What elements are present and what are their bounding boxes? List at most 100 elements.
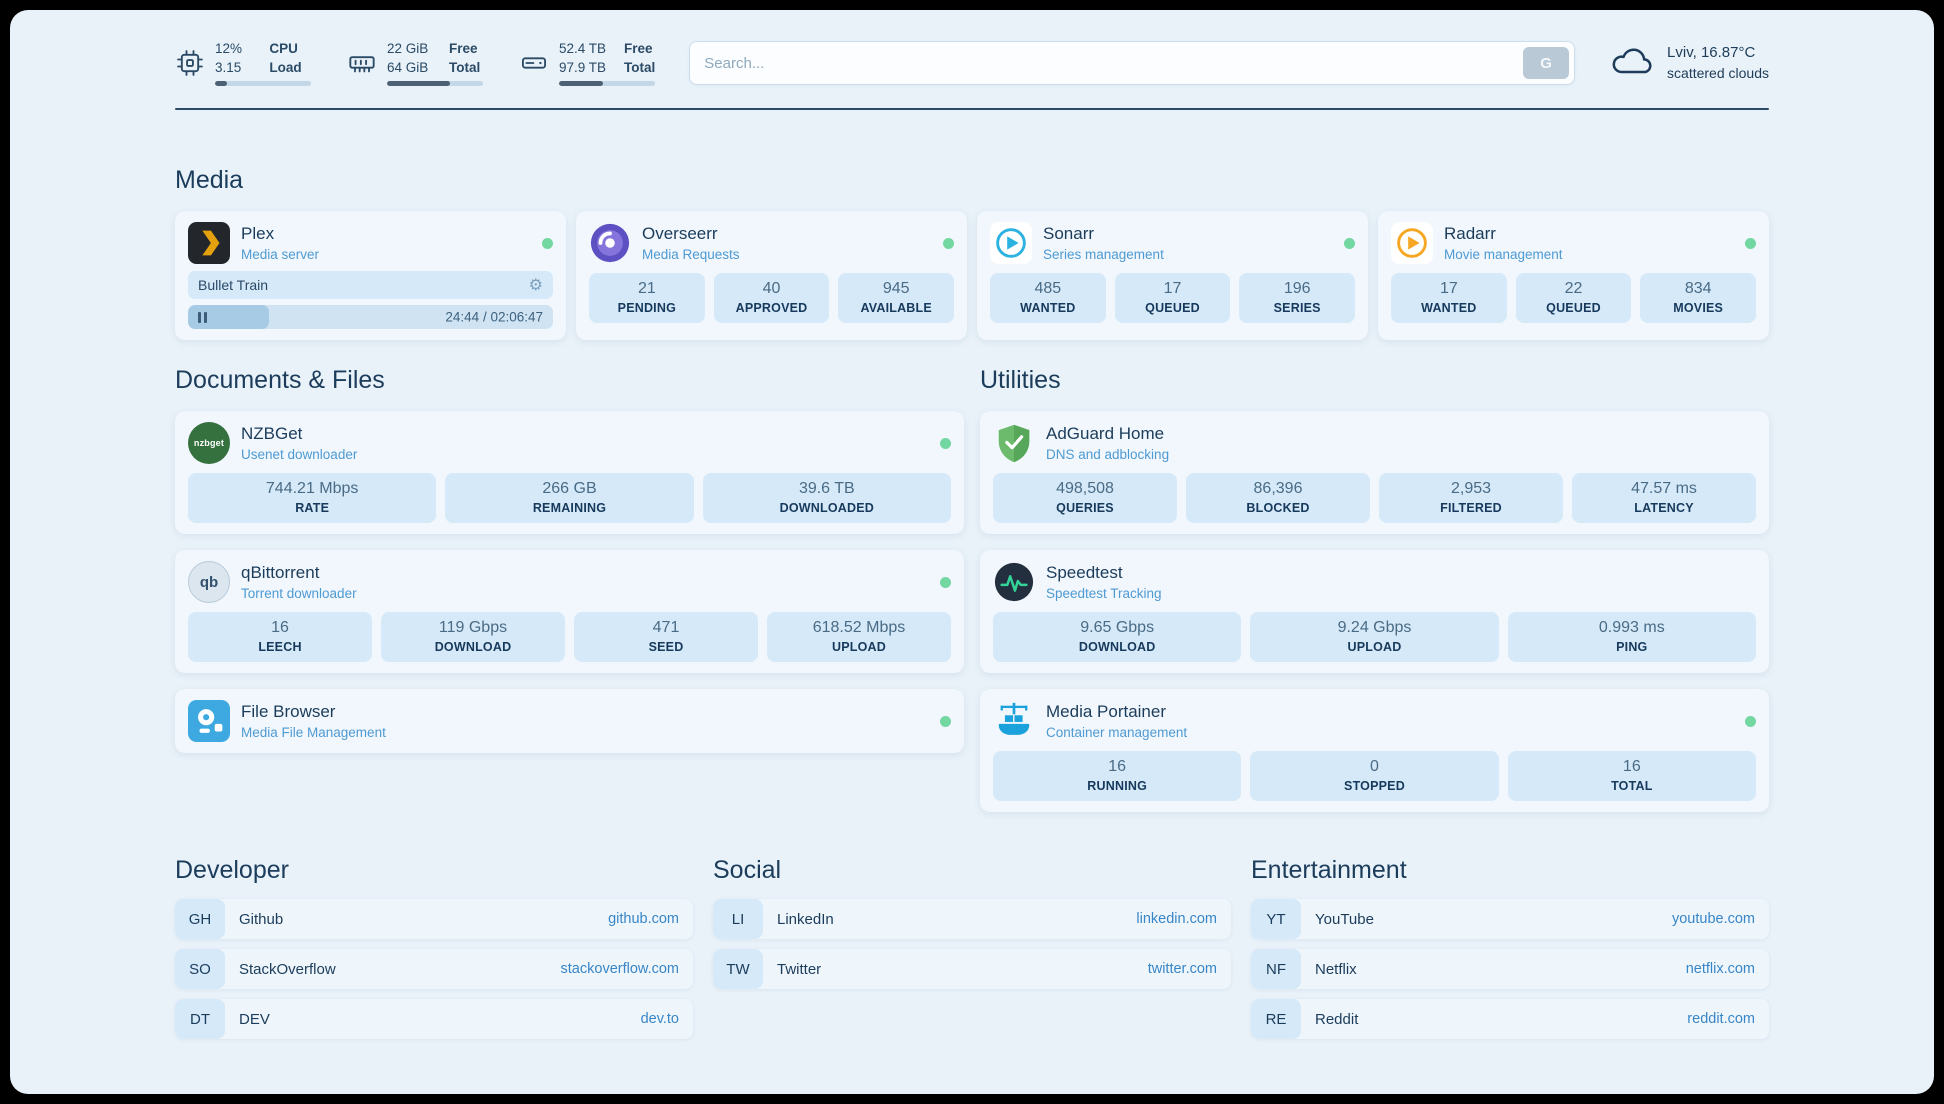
stat-label: SERIES	[1273, 301, 1321, 316]
plex-icon	[188, 222, 230, 265]
section-title-developer: Developer	[175, 856, 289, 885]
stat-label: PENDING	[617, 301, 677, 316]
search-input[interactable]	[690, 54, 1524, 72]
now-playing-bar: Bullet Train ⚙	[188, 271, 553, 300]
pause-icon[interactable]	[198, 311, 210, 323]
stat-filtered: 2,953 FILTERED	[1379, 473, 1563, 524]
bookmark-name: StackOverflow	[239, 960, 336, 978]
stat-upload: 9.24 Gbps UPLOAD	[1250, 612, 1499, 663]
service-card-radarr[interactable]: Radarr Movie management 17 WANTED 22 QUE…	[1378, 211, 1769, 341]
nzbget-icon: nzbget	[188, 422, 230, 465]
section-title-social: Social	[713, 856, 782, 885]
cpu-usage-label: CPU	[269, 41, 298, 56]
bookmark-stackoverflow[interactable]: SO StackOverflow stackoverflow.com	[175, 949, 693, 990]
disk-progress-bar	[559, 81, 656, 87]
bookmark-youtube[interactable]: YT YouTube youtube.com	[1251, 899, 1769, 940]
filebrowser-icon	[188, 700, 230, 743]
service-card-plex[interactable]: Plex Media server Bullet Train ⚙ 24:44 /…	[175, 211, 566, 341]
memory-widget: 22 GiB Free 64 GiB Total	[347, 40, 483, 87]
bookmark-group-developer: Developer GH Github github.com SO StackO…	[175, 856, 693, 1049]
bookmark-name: Github	[239, 910, 284, 928]
stat-queued: 22 QUEUED	[1515, 273, 1632, 324]
bookmark-twitter[interactable]: TW Twitter twitter.com	[713, 949, 1231, 990]
stat-available: 945 AVAILABLE	[838, 273, 955, 324]
bookmark-url: linkedin.com	[1136, 911, 1217, 928]
cpu-progress-bar	[215, 81, 311, 87]
stat-value: 9.65 Gbps	[1080, 619, 1155, 637]
service-card-portainer[interactable]: Media Portainer Container management 16 …	[980, 689, 1769, 813]
bookmark-name: YouTube	[1315, 910, 1374, 928]
stat-value: 39.6 TB	[798, 480, 855, 498]
status-dot	[1745, 237, 1756, 249]
bookmark-url: reddit.com	[1687, 1011, 1755, 1028]
cpu-progress-fill	[215, 81, 227, 87]
cpu-load-label: Load	[269, 59, 302, 75]
bookmark-abbr: GH	[175, 899, 225, 940]
stat-value: 40	[762, 280, 781, 298]
stat-label: REMAINING	[532, 501, 607, 516]
bookmark-url: youtube.com	[1671, 911, 1755, 928]
stat-label: DOWNLOADED	[779, 501, 874, 516]
section-title-entertainment: Entertainment	[1251, 856, 1407, 885]
gear-icon[interactable]: ⚙	[528, 275, 543, 295]
service-card-adguard[interactable]: AdGuard Home DNS and adblocking 498,508 …	[980, 411, 1769, 535]
stat-label: TOTAL	[1611, 779, 1653, 794]
service-name: NZBGet	[241, 424, 303, 444]
service-card-filebrowser[interactable]: File Browser Media File Management	[175, 689, 964, 754]
stat-value: 2,953	[1450, 480, 1492, 498]
service-subtitle: Media File Management	[241, 724, 386, 740]
cpu-usage-value: 12%	[215, 41, 243, 56]
service-card-speedtest[interactable]: Speedtest Speedtest Tracking 9.65 Gbps D…	[980, 550, 1769, 674]
service-card-nzbget[interactable]: nzbget NZBGet Usenet downloader 744.21 M…	[175, 411, 964, 535]
bookmark-abbr: LI	[713, 899, 763, 940]
now-playing-title: Bullet Train	[198, 277, 269, 294]
memory-progress-bar	[387, 81, 483, 87]
stat-value: 485	[1034, 280, 1062, 298]
bookmark-abbr: RE	[1251, 999, 1301, 1040]
stat-stopped: 0 STOPPED	[1250, 751, 1499, 802]
bookmark-linkedin[interactable]: LI LinkedIn linkedin.com	[713, 899, 1231, 940]
bookmark-github[interactable]: GH Github github.com	[175, 899, 693, 940]
stat-leech: 16 LEECH	[188, 612, 372, 663]
stat-label: RUNNING	[1087, 779, 1148, 794]
service-subtitle: Media Requests	[642, 246, 740, 262]
memory-free-label: Free	[449, 41, 478, 56]
service-card-qbittorrent[interactable]: qb qBittorrent Torrent downloader 16	[175, 550, 964, 674]
bookmark-dev[interactable]: DT DEV dev.to	[175, 999, 693, 1040]
search-bar: G	[689, 41, 1576, 86]
stat-label: WANTED	[1421, 301, 1477, 316]
stat-queries: 498,508 QUERIES	[993, 473, 1177, 524]
service-name: Sonarr	[1043, 224, 1095, 244]
stat-label: APPROVED	[735, 301, 808, 316]
bookmark-netflix[interactable]: NF Netflix netflix.com	[1251, 949, 1769, 990]
bookmark-abbr: DT	[175, 999, 225, 1040]
disk-icon	[519, 48, 549, 78]
cloud-icon	[1609, 44, 1655, 82]
stat-series: 196 SERIES	[1239, 273, 1356, 324]
bookmark-abbr: YT	[1251, 899, 1301, 940]
stat-seed: 471 SEED	[574, 612, 758, 663]
disk-free-label: Free	[624, 41, 653, 56]
section-title-media: Media	[175, 166, 244, 195]
stat-value: 834	[1684, 280, 1712, 298]
stat-queued: 17 QUEUED	[1114, 273, 1231, 324]
service-name: File Browser	[241, 702, 336, 722]
search-provider-button[interactable]: G	[1523, 47, 1570, 80]
bookmark-reddit[interactable]: RE Reddit reddit.com	[1251, 999, 1769, 1040]
stat-label: QUEUED	[1145, 301, 1200, 316]
disk-free-value: 52.4 TB	[559, 41, 607, 56]
qbittorrent-icon: qb	[188, 561, 230, 604]
service-card-overseerr[interactable]: Overseerr Media Requests 21 PENDING 40 A…	[576, 211, 967, 341]
stat-label: WANTED	[1020, 301, 1076, 316]
status-dot	[1745, 715, 1756, 727]
status-dot	[542, 237, 553, 249]
service-card-sonarr[interactable]: Sonarr Series management 485 WANTED 17 Q…	[977, 211, 1368, 341]
stat-label: DOWNLOAD	[1078, 640, 1156, 655]
status-dot	[940, 715, 951, 727]
stat-label: BLOCKED	[1246, 501, 1310, 516]
stat-label: UPLOAD	[832, 640, 886, 655]
stat-remaining: 266 GB REMAINING	[445, 473, 694, 524]
disk-progress-fill	[559, 81, 604, 87]
header-divider	[175, 108, 1769, 111]
disk-widget: 52.4 TB Free 97.9 TB Total	[519, 40, 656, 87]
